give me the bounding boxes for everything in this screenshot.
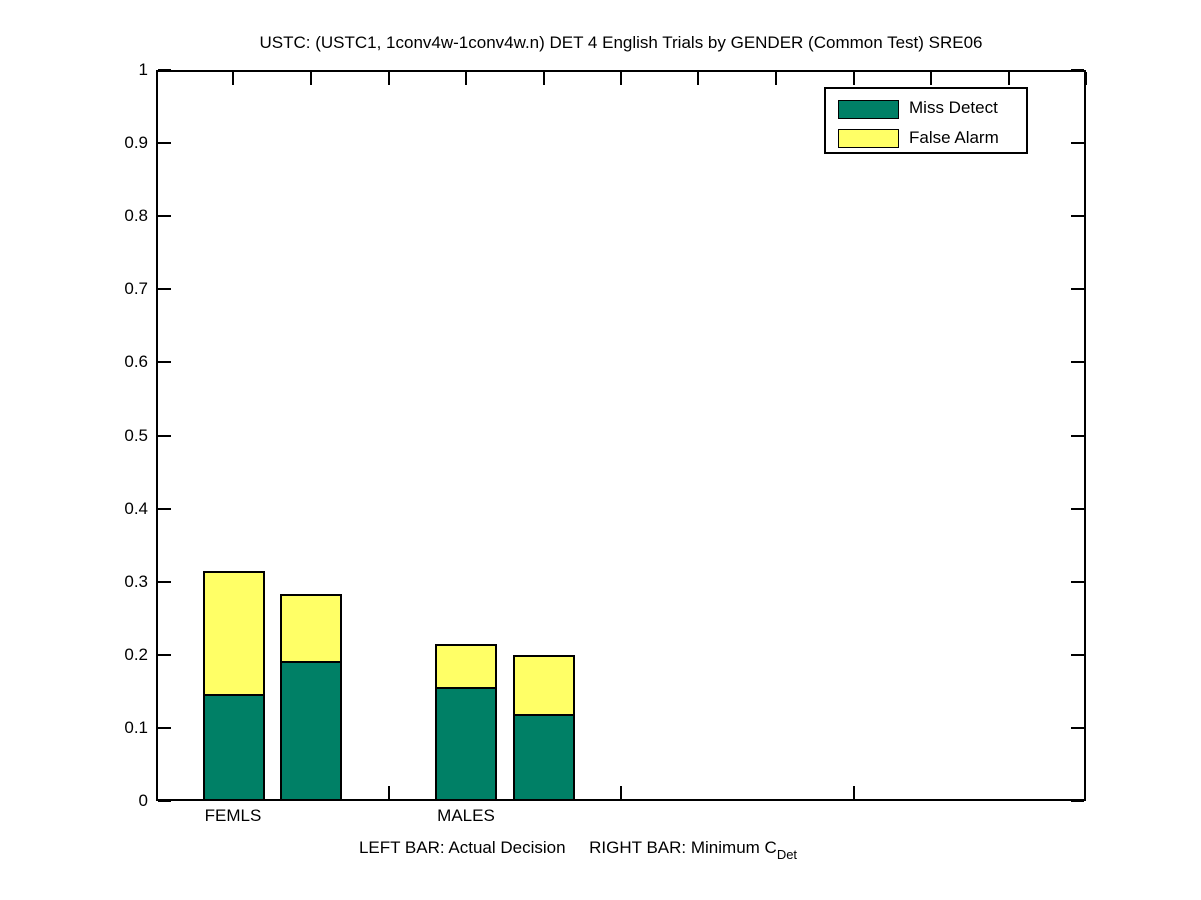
bar-meaning-footnote: LEFT BAR: Actual Decision RIGHT BAR: Min… xyxy=(156,838,1000,862)
x-axis-tick-top xyxy=(620,72,622,85)
x-axis-tick-bottom xyxy=(388,786,390,799)
x-axis-tick-top xyxy=(775,72,777,85)
x-axis-tick-top xyxy=(388,72,390,85)
y-axis-tick-label: 0.7 xyxy=(124,279,148,298)
x-axis-tick-top xyxy=(697,72,699,85)
y-axis-tick-right xyxy=(1071,800,1084,802)
x-axis-tick-top xyxy=(310,72,312,85)
x-axis-tick-top xyxy=(543,72,545,85)
y-axis-tick-right xyxy=(1071,361,1084,363)
legend-miss-detect-swatch xyxy=(838,100,899,119)
legend-miss-detect-label: Miss Detect xyxy=(909,98,998,117)
y-axis-tick-left xyxy=(158,215,171,217)
y-axis-tick-right xyxy=(1071,654,1084,656)
y-axis-tick-right xyxy=(1071,215,1084,217)
legend-false-alarm-swatch xyxy=(838,129,899,148)
y-axis-tick-right xyxy=(1071,69,1084,71)
bar-false-alarm-males-actual_decision xyxy=(435,644,497,689)
x-axis-tick-bottom xyxy=(853,786,855,799)
y-axis-tick-label: 0.9 xyxy=(124,133,148,152)
footnote-subscript: Det xyxy=(776,847,798,862)
bar-false-alarm-femls-minimum_cdet xyxy=(280,594,342,663)
y-axis-tick-right xyxy=(1071,581,1084,583)
chart-title: USTC: (USTC1, 1conv4w-1conv4w.n) DET 4 E… xyxy=(259,33,983,52)
legend-box: Miss Detect False Alarm xyxy=(824,87,1028,154)
x-axis-tick-top xyxy=(1085,72,1087,85)
y-axis-tick-label: 0.6 xyxy=(124,352,148,371)
x-axis-tick-top xyxy=(853,72,855,85)
y-axis-tick-label: 0 xyxy=(138,791,148,810)
y-axis-tick-label: 0.3 xyxy=(124,572,148,591)
y-axis-tick-label: 0.8 xyxy=(124,206,148,225)
y-axis-tick-right xyxy=(1071,288,1084,290)
y-axis-tick-left xyxy=(158,288,171,290)
y-axis-tick-label: 0.5 xyxy=(124,426,148,445)
y-axis-tick-left xyxy=(158,508,171,510)
y-axis-tick-left xyxy=(158,142,171,144)
y-axis-tick-left xyxy=(158,361,171,363)
bar-false-alarm-males-minimum_cdet xyxy=(513,655,575,716)
legend-false-alarm-label: False Alarm xyxy=(909,128,999,147)
x-axis-tick-top xyxy=(930,72,932,85)
y-axis-tick-left xyxy=(158,435,171,437)
bar-miss-detect-femls-actual_decision xyxy=(203,694,265,801)
x-axis-label-males: MALES xyxy=(437,806,495,825)
x-axis-tick-bottom xyxy=(620,786,622,799)
y-axis-tick-right xyxy=(1071,435,1084,437)
y-axis-tick-label: 0.2 xyxy=(124,645,148,664)
y-axis-tick-left xyxy=(158,69,171,71)
bar-false-alarm-femls-actual_decision xyxy=(203,571,265,696)
y-axis-tick-left xyxy=(158,727,171,729)
x-axis-tick-top xyxy=(1008,72,1010,85)
bar-miss-detect-males-minimum_cdet xyxy=(513,714,575,801)
bar-miss-detect-males-actual_decision xyxy=(435,687,497,801)
x-axis-tick-top xyxy=(465,72,467,85)
x-axis-tick-top xyxy=(232,72,234,85)
y-axis-tick-label: 1 xyxy=(138,60,148,79)
bar-miss-detect-femls-minimum_cdet xyxy=(280,661,342,801)
x-axis-label-femls: FEMLS xyxy=(204,806,262,825)
y-axis-tick-left xyxy=(158,654,171,656)
y-axis-tick-label: 0.1 xyxy=(124,718,148,737)
y-axis-tick-left xyxy=(158,800,171,802)
y-axis-tick-right xyxy=(1071,142,1084,144)
y-axis-tick-left xyxy=(158,581,171,583)
y-axis-tick-right xyxy=(1071,508,1084,510)
footnote-text: LEFT BAR: Actual Decision RIGHT BAR: Min… xyxy=(358,838,777,857)
y-axis-tick-right xyxy=(1071,727,1084,729)
y-axis-tick-label: 0.4 xyxy=(124,499,148,518)
